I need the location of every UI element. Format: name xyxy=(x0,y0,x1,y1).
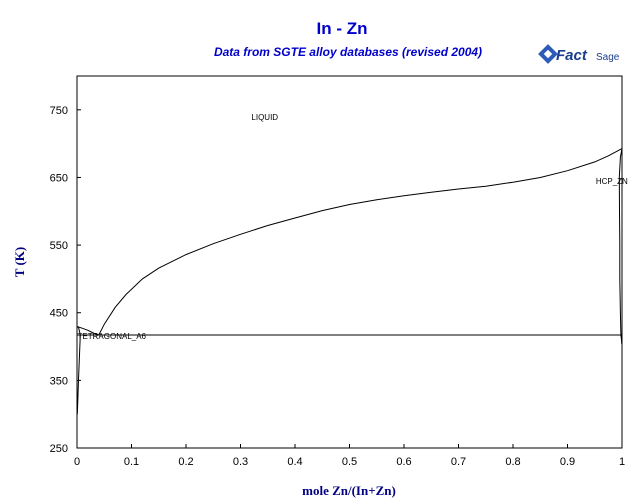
liquidus-in-curve xyxy=(76,326,99,336)
x-tick-label: 0.6 xyxy=(396,456,411,468)
x-tick-label: 0.3 xyxy=(233,456,248,468)
x-tick-label: 0.1 xyxy=(124,456,139,468)
tetragonal-solvus-curve xyxy=(76,326,81,415)
x-axis-title: mole Zn/(In+Zn) xyxy=(302,483,396,498)
y-tick-label: 350 xyxy=(50,375,68,387)
y-tick-label: 550 xyxy=(50,240,68,252)
hcp-solidus-curve xyxy=(618,148,623,336)
x-tick-label: 0.9 xyxy=(560,456,575,468)
x-tick-label: 0.2 xyxy=(178,456,193,468)
x-tick-label: 0 xyxy=(74,456,80,468)
chart-title: In - Zn xyxy=(317,19,368,38)
y-tick-label: 250 xyxy=(50,443,68,455)
phase-label: HCP_ZN xyxy=(596,177,628,186)
y-axis-title: T (K) xyxy=(12,247,27,277)
x-tick-label: 0.8 xyxy=(505,456,520,468)
x-axis-ticks: 0 0.1 0.2 0.3 0.4 0.5 0.6 0.7 0.8 0.9 1 xyxy=(74,444,625,468)
x-tick-label: 0.5 xyxy=(342,456,357,468)
y-tick-label: 450 xyxy=(50,308,68,320)
liquidus-zn-curve xyxy=(98,148,623,336)
y-axis-ticks: 250 350 450 550 650 750 xyxy=(50,105,81,455)
y-tick-label: 650 xyxy=(50,172,68,184)
logo-sage-text: Sage xyxy=(596,52,620,63)
chart-subtitle: Data from SGTE alloy databases (revised … xyxy=(214,45,482,59)
x-tick-label: 0.7 xyxy=(451,456,466,468)
phase-label: TETRAGONAL_A6 xyxy=(78,332,147,341)
x-tick-label: 0.4 xyxy=(287,456,302,468)
hcp-solvus-curve xyxy=(620,334,623,344)
y-tick-label: 750 xyxy=(50,105,68,117)
phase-labels: LIQUID HCP_ZN TETRAGONAL_A6 xyxy=(78,113,629,341)
logo-fact-text: Fact xyxy=(556,47,588,64)
phase-boundaries xyxy=(76,148,623,415)
x-tick-label: 1 xyxy=(619,456,625,468)
phase-label: LIQUID xyxy=(251,113,278,122)
